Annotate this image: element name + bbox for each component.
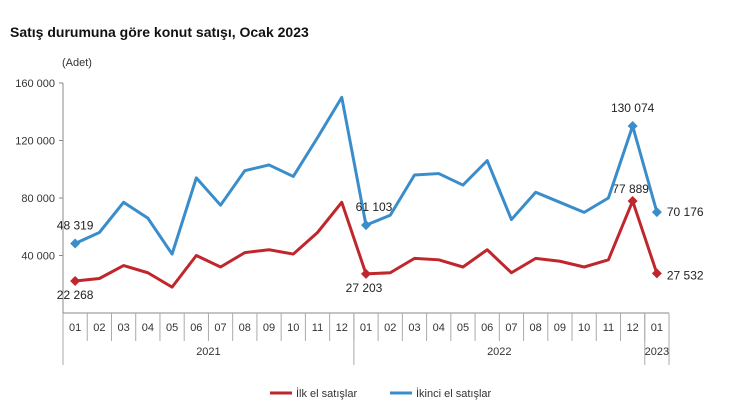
data-label: 27 532 [667, 268, 704, 282]
data-label: 70 176 [667, 205, 704, 219]
year-label: 2021 [196, 346, 220, 358]
x-tick-label: 01 [69, 322, 81, 334]
y-tick-label: 120 000 [15, 136, 55, 148]
data-label: 48 319 [57, 219, 94, 233]
data-marker [651, 268, 662, 279]
year-label: 2023 [645, 346, 669, 358]
x-tick-label: 10 [578, 322, 590, 334]
x-tick-label: 08 [530, 322, 542, 334]
x-tick-label: 02 [93, 322, 105, 334]
data-label: 27 203 [346, 281, 383, 295]
data-label: 130 074 [611, 101, 655, 115]
data-label: 22 268 [57, 288, 94, 302]
x-tick-label: 12 [627, 322, 639, 334]
y-tick-label: 40 000 [21, 251, 55, 263]
x-tick-label: 01 [651, 322, 663, 334]
data-marker [361, 268, 371, 279]
legend-label: İkinci el satışlar [416, 387, 492, 400]
y-axis-label: (Adet) [62, 57, 92, 69]
data-label: 77 889 [612, 182, 649, 196]
x-tick-label: 01 [360, 322, 372, 334]
x-tick-label: 02 [384, 322, 396, 334]
x-tick-label: 11 [312, 322, 323, 334]
y-tick-label: 80 000 [21, 193, 55, 205]
x-tick-label: 06 [190, 322, 202, 334]
data-marker [651, 207, 662, 218]
data-label: 61 103 [356, 200, 393, 214]
series-line-1 [74, 95, 659, 256]
data-marker [70, 275, 81, 286]
data-marker [361, 220, 371, 231]
x-tick-label: 09 [263, 322, 275, 334]
x-tick-label: 12 [336, 322, 348, 334]
x-tick-label: 03 [117, 322, 129, 334]
year-label: 2022 [487, 346, 511, 358]
data-marker [627, 121, 638, 132]
x-tick-label: 06 [481, 322, 493, 334]
x-tick-label: 07 [214, 322, 226, 334]
x-tick-label: 04 [142, 322, 154, 334]
x-tick-label: 09 [554, 322, 566, 334]
x-tick-label: 04 [433, 322, 445, 334]
chart-title: Satış durumuna göre konut satışı, Ocak 2… [10, 24, 309, 40]
x-tick-label: 03 [408, 322, 420, 334]
x-tick-label: 05 [457, 322, 469, 334]
x-tick-label: 08 [239, 322, 251, 334]
x-tick-label: 11 [603, 322, 614, 334]
data-marker [627, 196, 638, 207]
data-marker [70, 238, 81, 249]
x-tick-label: 10 [287, 322, 299, 334]
x-tick-label: 05 [166, 322, 178, 334]
x-tick-label: 07 [505, 322, 517, 334]
legend-label: İlk el satışlar [296, 387, 357, 400]
y-tick-label: 160 000 [15, 78, 55, 90]
